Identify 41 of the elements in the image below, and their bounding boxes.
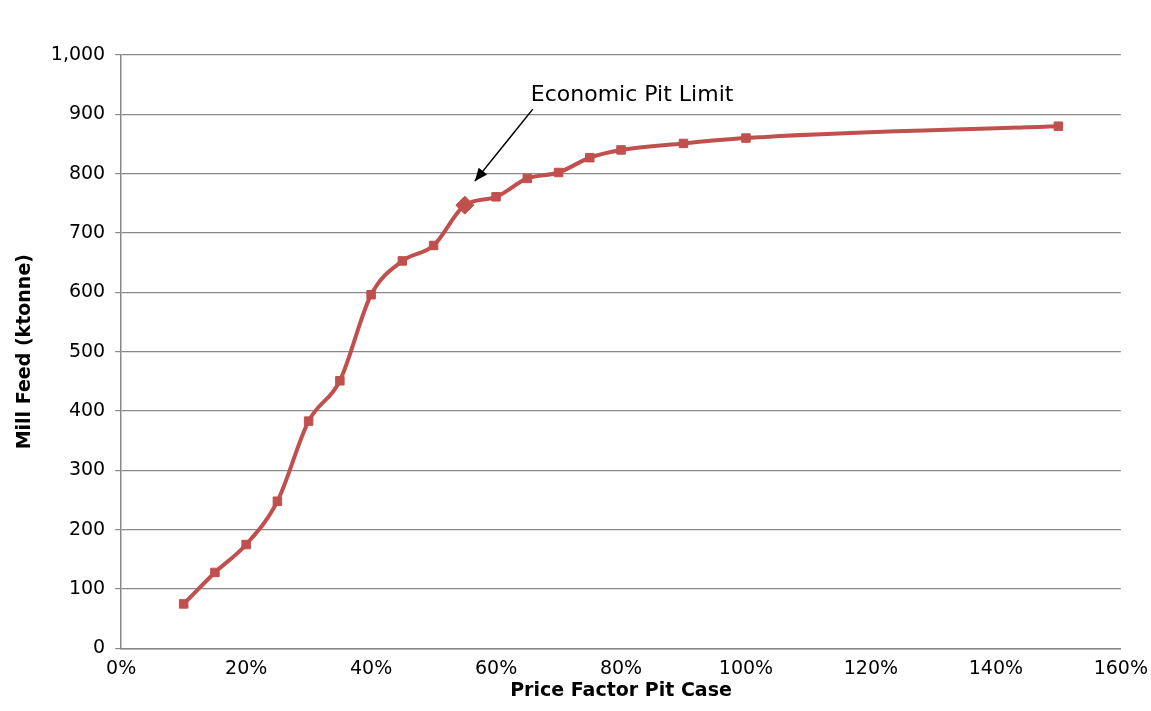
annotation: Economic Pit Limit — [530, 80, 734, 106]
point — [241, 539, 251, 550]
point — [210, 567, 220, 578]
point — [491, 192, 501, 202]
x-tick-label: 40% — [349, 655, 393, 678]
y-axis-title: Mill Feed (ktonne) — [12, 254, 35, 450]
x-tick-label: 120% — [843, 655, 899, 678]
y-tick-label: 500 — [68, 338, 106, 361]
x-tick-label: 100% — [718, 655, 774, 678]
y-tick-label: 400 — [68, 397, 106, 420]
x-tick-label: 60% — [474, 655, 518, 678]
y-tick-label: 900 — [68, 101, 106, 124]
point — [303, 416, 314, 426]
x-axis-title: Price Factor Pit Case — [510, 677, 732, 700]
y-tick-label: 200 — [68, 516, 106, 539]
point — [678, 138, 689, 149]
y-tick-label: 600 — [68, 279, 106, 302]
point — [1053, 121, 1064, 131]
point — [428, 240, 439, 251]
point — [272, 496, 283, 506]
point — [178, 599, 189, 609]
point — [455, 195, 475, 215]
y-tick-label: 1,000 — [50, 41, 106, 64]
y-tick-label: 700 — [68, 219, 106, 242]
point — [397, 256, 408, 266]
x-tick-label: 80% — [599, 655, 643, 678]
y-tick-label: 100 — [68, 576, 106, 598]
point — [366, 289, 376, 300]
point — [522, 173, 533, 184]
x-tick-label: 160% — [1093, 655, 1148, 678]
x-tick-label: 0% — [106, 655, 137, 678]
y-tick-label: 0 — [93, 635, 106, 658]
point — [335, 376, 345, 386]
point — [553, 167, 564, 178]
point — [616, 145, 626, 155]
x-tick-label: 20% — [225, 655, 268, 678]
y-tick-label: 300 — [68, 457, 106, 480]
x-tick-label: 140% — [968, 655, 1024, 678]
point — [741, 133, 751, 143]
point — [585, 152, 595, 163]
y-tick-label: 800 — [68, 160, 106, 183]
